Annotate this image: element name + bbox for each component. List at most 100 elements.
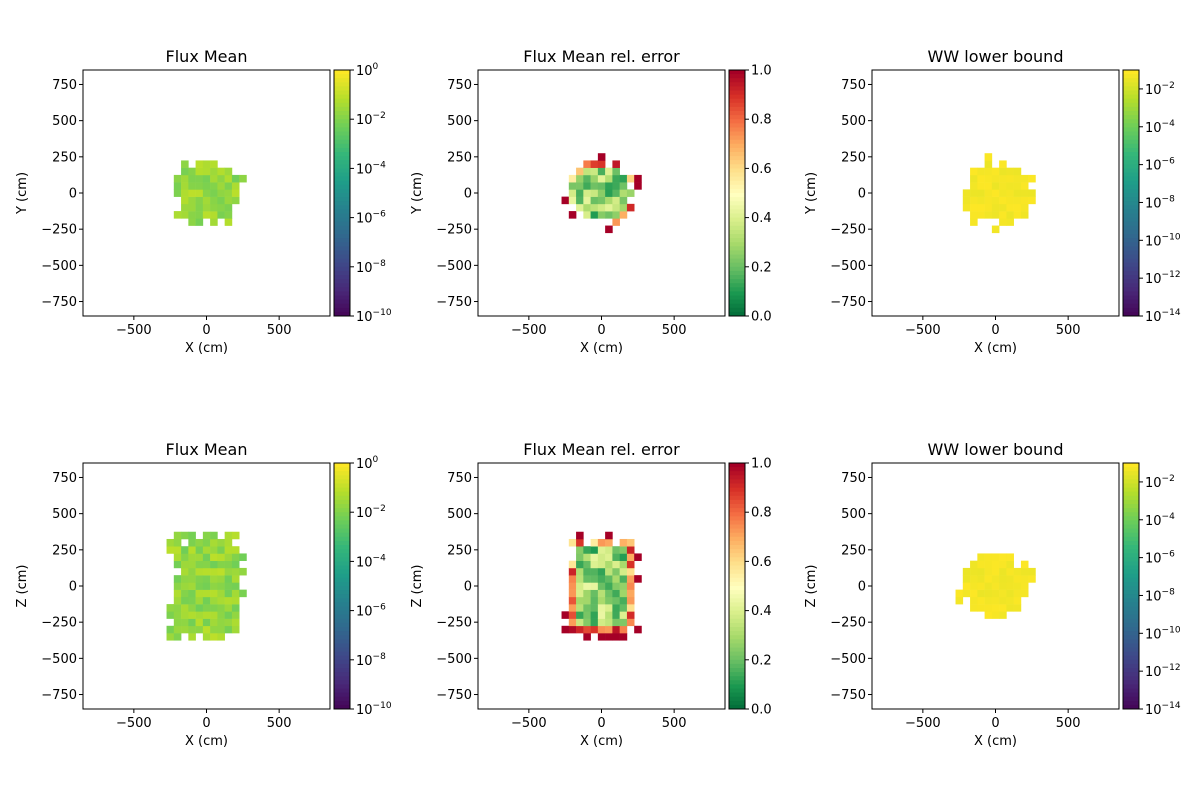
colorbar-segment bbox=[729, 246, 745, 251]
heatmap-cell bbox=[612, 589, 620, 598]
colorbar-segment bbox=[334, 291, 350, 296]
heatmap-cell bbox=[634, 553, 642, 561]
heatmap-cell bbox=[173, 633, 182, 641]
colorbar-segment bbox=[729, 160, 745, 165]
heatmap-cell bbox=[1013, 596, 1022, 605]
colorbar-segment bbox=[729, 663, 745, 669]
heatmap-cell bbox=[181, 211, 189, 219]
colorbar-segment bbox=[334, 581, 350, 587]
heatmap-cell bbox=[195, 582, 204, 590]
heatmap-cell bbox=[619, 633, 628, 641]
colorbar-segment bbox=[1123, 229, 1139, 235]
heatmap-cell bbox=[970, 218, 978, 226]
heatmap-cell bbox=[224, 604, 233, 612]
colorbar-segment bbox=[729, 606, 745, 612]
heatmap-cell bbox=[195, 589, 204, 598]
heatmap-cell bbox=[217, 538, 225, 547]
heatmap-cell bbox=[1006, 567, 1014, 576]
colorbar-segment bbox=[729, 512, 745, 517]
colorbar-tick-label: 10−4 bbox=[1145, 119, 1175, 136]
colorbar-segment bbox=[334, 491, 350, 497]
heatmap-cell bbox=[590, 618, 599, 627]
colorbar-segment bbox=[1123, 270, 1139, 276]
panel-4: −500 0 500 750 500 250 0 −250 −500 −750 Flux Mean X… bbox=[15, 440, 392, 749]
x-tick-label: 500 bbox=[267, 716, 292, 731]
colorbar-segment bbox=[1123, 152, 1139, 157]
colorbar-segment bbox=[729, 270, 745, 276]
heatmap-cell bbox=[1013, 582, 1022, 590]
y-axis-label: Z (cm) bbox=[15, 565, 30, 608]
heatmap-cell bbox=[583, 546, 591, 554]
colorbar-segment bbox=[729, 217, 745, 223]
colorbar-segment bbox=[1123, 262, 1139, 268]
y-tick-label: −500 bbox=[830, 652, 866, 667]
colorbar-segment bbox=[334, 672, 350, 677]
heatmap-cell bbox=[576, 538, 584, 547]
heatmap-cell bbox=[590, 538, 599, 547]
colorbar-segment bbox=[334, 471, 350, 476]
heatmap-cell bbox=[970, 582, 978, 590]
y-tick-label: 750 bbox=[447, 78, 472, 93]
heatmap-cell bbox=[991, 589, 1000, 598]
heatmap-cell bbox=[202, 538, 211, 547]
heatmap-cell bbox=[970, 589, 978, 598]
colorbar-tick-label: 10−2 bbox=[1145, 474, 1175, 491]
heatmap-cell bbox=[612, 167, 620, 176]
colorbar-segment bbox=[1123, 234, 1139, 239]
heatmap-cell bbox=[166, 625, 175, 634]
colorbar-segment bbox=[1123, 172, 1139, 178]
colorbar-segment bbox=[334, 668, 350, 673]
colorbar-segment bbox=[334, 287, 350, 292]
colorbar-segment bbox=[1123, 532, 1139, 538]
heatmap-cell bbox=[231, 189, 240, 197]
colorbar-frame bbox=[333, 69, 351, 317]
colorbar-segment bbox=[729, 491, 745, 497]
colorbar-segment bbox=[729, 659, 745, 665]
heatmap-cell bbox=[217, 567, 225, 576]
heatmap-cell bbox=[999, 174, 1007, 183]
y-tick-label: −250 bbox=[41, 223, 77, 238]
heatmap-cell bbox=[1028, 567, 1036, 576]
heatmap-cell bbox=[583, 625, 591, 634]
colorbar-segment bbox=[334, 643, 350, 648]
heatmap-cell bbox=[984, 211, 993, 219]
heatmap-cell bbox=[984, 553, 993, 561]
heatmap-cell bbox=[181, 618, 189, 627]
heatmap-cell bbox=[210, 538, 218, 547]
heatmap-cell bbox=[1020, 211, 1029, 219]
heatmap-cell bbox=[195, 625, 204, 634]
heatmap-cell bbox=[626, 589, 635, 598]
heatmap-cell bbox=[210, 203, 218, 212]
heatmap-cell bbox=[217, 203, 225, 212]
heatmap-cell bbox=[568, 604, 577, 612]
colorbar-segment bbox=[729, 647, 745, 653]
colorbar-segment bbox=[334, 152, 350, 157]
colorbar-tick-label: 10−2 bbox=[356, 504, 386, 521]
colorbar-segment bbox=[334, 115, 350, 120]
heatmap-cell bbox=[210, 160, 218, 168]
heatmap-cell bbox=[1013, 189, 1022, 197]
colorbar-segment bbox=[729, 499, 745, 505]
colorbar-segment bbox=[334, 696, 350, 702]
colorbar-segment bbox=[334, 622, 350, 628]
colorbar-segment bbox=[334, 303, 350, 309]
colorbar-segment bbox=[334, 70, 350, 75]
colorbar-segment bbox=[1123, 540, 1139, 546]
colorbar-tick-label: 10−12 bbox=[1145, 270, 1181, 287]
colorbar-segment bbox=[729, 680, 745, 685]
heatmap-cell bbox=[210, 618, 218, 627]
colorbar-segment bbox=[1123, 491, 1139, 497]
heatmap-cell bbox=[173, 604, 182, 612]
heatmap-cell bbox=[962, 567, 971, 576]
colorbar-segment bbox=[1123, 119, 1139, 124]
heatmap-cell bbox=[970, 182, 978, 190]
colorbar-segment bbox=[334, 532, 350, 538]
x-tick-label: −500 bbox=[116, 716, 152, 731]
panel-title: Flux Mean rel. error bbox=[523, 47, 680, 66]
heatmap-cell bbox=[1020, 589, 1029, 598]
y-tick-label: −500 bbox=[41, 259, 77, 274]
colorbar-segment bbox=[1123, 205, 1139, 210]
heatmap-cell bbox=[188, 625, 196, 634]
heatmap-cells bbox=[955, 553, 1036, 619]
colorbar-segment bbox=[729, 74, 745, 79]
